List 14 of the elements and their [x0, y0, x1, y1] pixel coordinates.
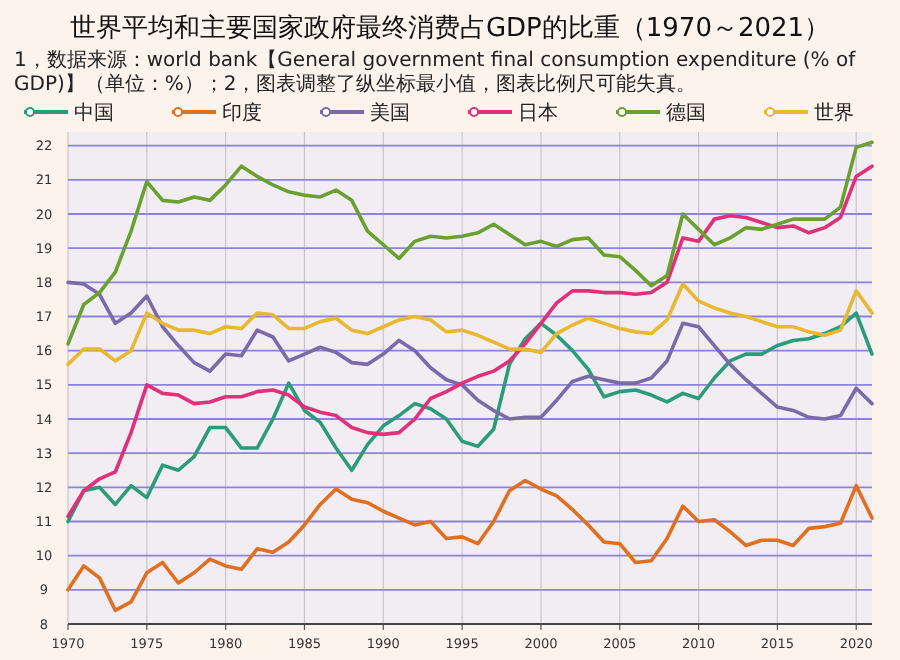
- legend-label: 印度: [222, 101, 262, 126]
- legend-label: 中国: [74, 101, 114, 126]
- line-series: [66, 280, 874, 421]
- line-series: [66, 164, 874, 519]
- chart-subtitle: 1，数据来源：world bank【General government final consumption expenditure (% of GDP)】（单位：%）；2，图表调整了纵坐标最小值，图表比例尺可能失真。: [14, 48, 857, 96]
- legend-label: 日本: [518, 101, 558, 126]
- legend-label: 德国: [666, 103, 706, 126]
- legend-label: 美国: [370, 101, 410, 126]
- line-series: [66, 140, 874, 346]
- chart-title: 世界平均和主要国家政府最终消费占GDP的比重（1970～2021）: [69, 12, 831, 44]
- line-series: [66, 311, 874, 524]
- line-series: [66, 478, 874, 613]
- legend-label: 世界: [814, 101, 854, 126]
- line-series: [66, 282, 874, 367]
